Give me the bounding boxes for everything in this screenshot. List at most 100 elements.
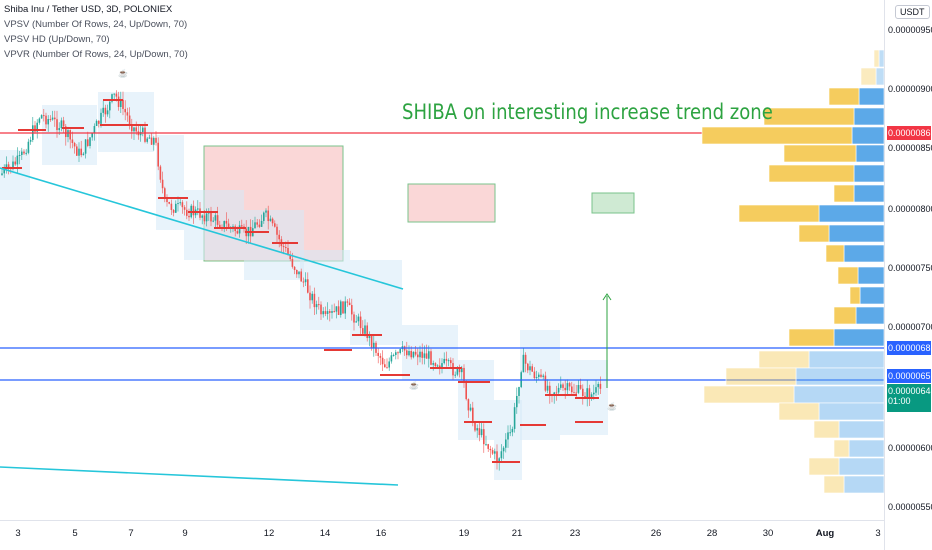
time-tick: 9 [182,528,188,539]
candle-body [562,384,564,388]
candle-body [573,392,575,394]
candle-body [340,301,342,315]
candle-body [531,366,533,372]
coffee-cup-icon: ☕ [409,381,419,390]
candle-body [364,325,366,334]
vp-down-bar [823,475,845,494]
candle-body [318,304,320,306]
candle-body [91,133,93,138]
candle-body [126,112,129,116]
candle-body [549,385,551,395]
candle-body [192,205,195,216]
candle-body [500,451,503,459]
candle-body [181,202,184,208]
candle-body [186,209,188,216]
candle-body [76,146,78,156]
candle-body [487,444,489,449]
candle-body [346,301,349,303]
candle-body [120,99,122,107]
price-tick: 0.00000550 [888,502,932,512]
time-axis[interactable]: 3 5 7 9 12 14 16 19 21 23 26 28 30 Aug 3 [0,520,884,550]
candle-body [296,269,298,275]
indicator-vpsv[interactable]: VPSV (Number Of Rows, 24, Up/Down, 70) [4,19,188,30]
candle-body [518,387,520,396]
candle-body [78,148,80,156]
lower-trendline[interactable] [0,466,399,486]
candle-body [516,395,518,408]
candle-body [256,222,258,225]
candle-body [188,215,190,218]
vp-up-bar [818,204,884,223]
candle-body [542,375,544,377]
candle-body [146,138,148,142]
candle-body [533,371,536,379]
candle-body [412,351,415,358]
vp-down-bar [725,367,797,386]
vp-up-bar [818,402,884,421]
vp-down-bar [873,49,880,68]
candle-body [511,428,514,433]
currency-button[interactable]: USDT [895,5,930,19]
vp-up-bar [793,385,884,404]
target-zone-box [407,183,496,223]
vp-down-bar [813,420,840,439]
time-tick: 23 [569,528,581,539]
candle-body [34,125,36,132]
candle-body [87,139,89,146]
candle-body [575,392,577,394]
candle-body [49,119,52,121]
symbol-title[interactable]: Shiba Inu / Tether USD, 3D, POLONIEX [4,4,173,15]
candle-body [23,151,25,154]
candle-body [65,126,67,138]
price-axis[interactable]: 0.00000950 0.00000900 0.00000850 0.00000… [884,0,932,550]
candle-body [597,383,599,388]
candle-body [461,367,463,373]
vp-up-bar [857,266,884,285]
vp-up-bar [808,350,884,369]
candle-body [225,221,228,224]
candle-body [544,375,547,391]
vp-up-bar [855,306,884,325]
candle-body [73,142,76,147]
candle-body [164,188,166,198]
candle-body [443,358,445,364]
last-price-badge: 0.00000648 01:00 [887,384,932,412]
descending-trendline[interactable] [0,167,404,290]
candle-body [320,304,322,315]
candle-body [216,215,219,225]
candle-body [302,281,305,283]
vp-down-bar [768,164,855,183]
chart-plot-area[interactable]: Shiba Inu / Tether USD, 3D, POLONIEX VPS… [0,0,884,520]
candle-body [564,387,566,391]
candle-body [498,458,500,463]
candle-body [293,266,296,270]
candle-body [507,432,509,440]
candle-body [474,422,476,431]
candle-body [434,363,437,367]
indicator-vpvr[interactable]: VPVR (Number Of Rows, 24, Up/Down, 70) [4,49,188,60]
vp-down-bar [758,350,810,369]
candle-body [392,354,395,356]
vp-up-bar [828,224,884,243]
candle-body [577,384,580,393]
candle-body [117,96,120,107]
support-price-badge: 0.00000657 [887,369,932,383]
candle-body [265,210,267,213]
price-tick: 0.00000900 [888,84,932,94]
vp-up-bar [851,126,884,145]
candle-body [357,316,360,322]
time-tick: 16 [375,528,387,539]
candle-body [128,115,131,125]
chart-canvas[interactable] [0,0,884,520]
candle-body [353,314,355,323]
candle-body [527,363,529,371]
candle-body [113,93,115,95]
candle-body [144,127,146,142]
candle-body [47,119,49,125]
chart-annotation-text[interactable]: SHIBA on interesting increase trend zone [402,100,773,124]
candle-body [267,210,269,222]
candle-body [397,352,399,354]
vp-down-bar [788,328,835,347]
indicator-vpsv-hd[interactable]: VPSV HD (Up/Down, 70) [4,34,110,45]
